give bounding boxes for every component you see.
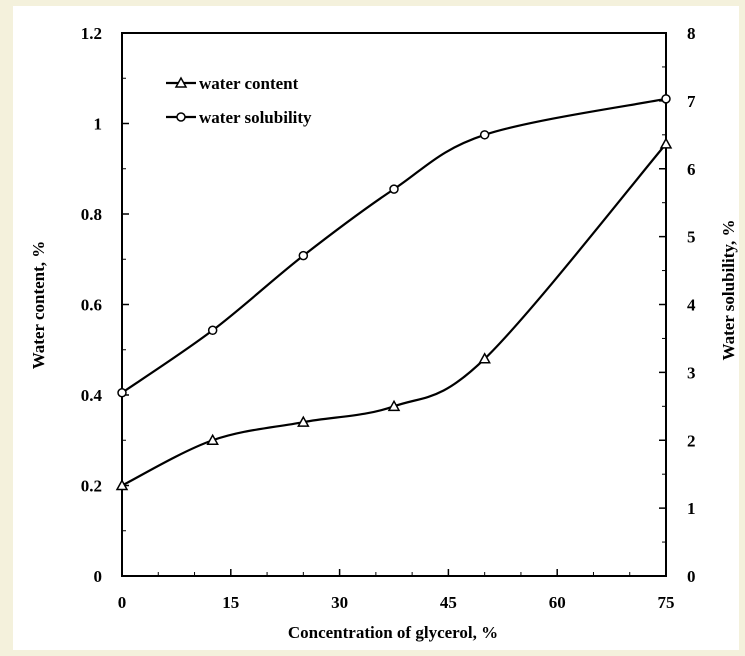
- chart-background: [13, 6, 739, 650]
- y-tick-label-left: 1.2: [81, 24, 102, 43]
- data-point-water-content: [387, 399, 401, 412]
- y-tick-label-left: 0: [94, 567, 103, 586]
- y-tick-label-right: 7: [687, 92, 696, 111]
- x-tick-label: 60: [549, 593, 566, 612]
- y-tick-label-right: 0: [687, 567, 696, 586]
- legend-marker-water-solubility: [176, 112, 186, 122]
- y-tick-label-right: 6: [687, 160, 696, 179]
- series-line-water-solubility: [121, 97, 667, 394]
- legend-label-water-content: water content: [199, 74, 299, 93]
- y-tick-label-left: 0.4: [81, 386, 103, 405]
- y-axis-title-right: Water solubility, %: [719, 220, 738, 361]
- y-tick-label-left: 0.6: [81, 296, 102, 315]
- y-tick-label-right: 4: [687, 296, 696, 315]
- legend: water content water solubility: [166, 74, 312, 127]
- y-tick-label-left: 0.2: [81, 477, 102, 496]
- data-point-water-content: [297, 415, 310, 427]
- y-tick-label-right: 3: [687, 363, 696, 382]
- x-tick-label: 75: [658, 593, 675, 612]
- data-point-water-solubility: [207, 325, 218, 336]
- data-point-water-content: [115, 478, 129, 491]
- y-axis-title-left: Water content, %: [29, 241, 48, 370]
- data-point-water-solubility: [389, 184, 399, 194]
- data-point-water-solubility: [298, 250, 309, 261]
- y-tick-label-right: 2: [687, 431, 696, 450]
- data-point-water-content: [478, 352, 491, 364]
- legend-label-water-solubility: water solubility: [199, 108, 312, 127]
- x-tick-label: 0: [118, 593, 127, 612]
- chart-marks: [115, 94, 673, 491]
- x-tick-label: 45: [440, 593, 457, 612]
- y-tick-label-left: 0.8: [81, 205, 102, 224]
- x-tick-label: 30: [331, 593, 348, 612]
- data-point-water-content: [206, 433, 219, 445]
- x-tick-label: 15: [222, 593, 239, 612]
- y-tick-label-left: 1: [94, 115, 103, 134]
- legend-marker-water-content: [174, 76, 188, 88]
- y-tick-label-right: 5: [687, 228, 696, 247]
- y-tick-label-right: 1: [687, 499, 696, 518]
- data-point-water-content: [659, 137, 673, 149]
- data-point-water-solubility: [479, 130, 490, 140]
- x-axis-title: Concentration of glycerol, %: [288, 623, 498, 642]
- data-point-water-solubility: [117, 387, 127, 398]
- y-tick-label-right: 8: [687, 24, 696, 43]
- data-point-water-solubility: [661, 94, 671, 104]
